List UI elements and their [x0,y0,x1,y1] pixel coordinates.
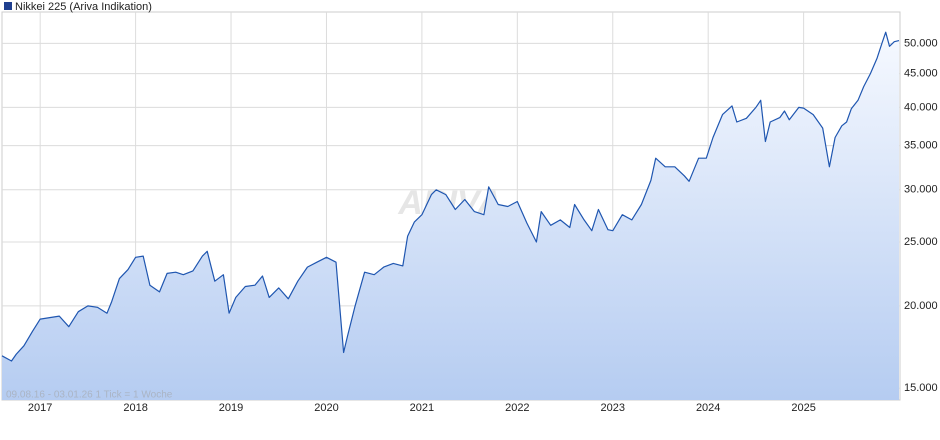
y-tick-label: 20.000 [904,300,938,312]
footnote: 09.08.16 - 03.01.26 1 Tick = 1 Woche [6,390,173,401]
legend-swatch [4,2,12,10]
area [2,32,899,400]
x-tick-label: 2017 [28,402,52,414]
y-tick-label: 35.000 [904,140,938,152]
y-tick-label: 45.000 [904,68,938,80]
y-tick-label: 25.000 [904,236,938,248]
x-tick-label: 2020 [314,402,338,414]
x-tick-label: 2023 [601,402,625,414]
y-tick-label: 30.000 [904,184,938,196]
x-tick-label: 2022 [505,402,529,414]
x-tick-label: 2018 [123,402,147,414]
y-tick-label: 50.000 [904,37,938,49]
x-tick-label: 2019 [219,402,243,414]
x-tick-label: 2021 [410,402,434,414]
x-tick-label: 2024 [696,402,720,414]
x-tick-label: 2025 [791,402,815,414]
legend-label: Nikkei 225 (Ariva Indikation) [15,1,152,13]
y-tick-label: 15.000 [904,382,938,394]
y-tick-label: 40.000 [904,101,938,113]
price-line [1,31,900,362]
